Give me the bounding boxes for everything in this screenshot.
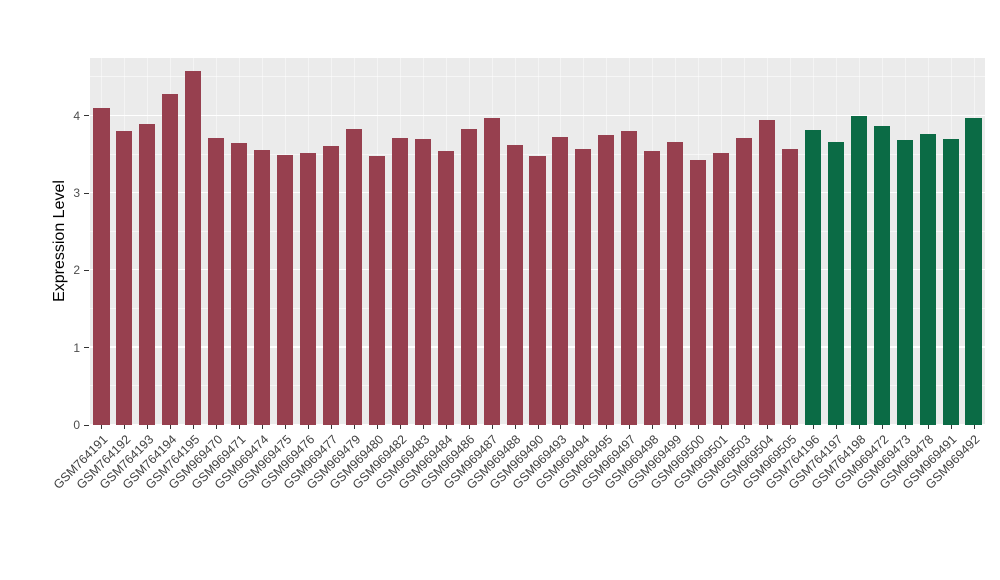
x-tick-mark [193,425,195,429]
gridline-minor [90,153,985,155]
bar-GSM969484 [437,150,454,425]
x-tick-mark [216,425,218,429]
bar-GSM764197 [827,142,844,425]
bar-GSM969495 [598,135,615,425]
bar-GSM764193 [139,123,156,425]
y-tick-label: 4 [73,108,80,123]
y-tick-label: 1 [73,340,80,355]
bar-GSM969475 [277,154,294,425]
x-tick-mark [101,425,103,429]
bar-GSM969487 [483,117,500,425]
bar-GSM969483 [414,139,431,425]
bar-GSM969479 [345,129,362,425]
x-tick-mark [491,425,493,429]
x-tick-mark [445,425,447,429]
x-tick-mark [881,425,883,429]
gridline-major [90,114,985,116]
bar-GSM969477 [322,146,339,425]
x-tick-mark [583,425,585,429]
x-tick-mark [514,425,516,429]
bar-GSM764194 [162,94,179,425]
y-tick-mark [84,269,89,271]
x-tick-mark [675,425,677,429]
y-tick-label: 0 [73,418,80,432]
x-tick-mark [399,425,401,429]
x-tick-mark [950,425,952,429]
x-tick-mark [262,425,264,429]
bar-GSM969493 [552,136,569,425]
x-tick-mark [537,425,539,429]
y-tick-mark [84,347,89,349]
x-tick-mark [376,425,378,429]
x-tick-mark [124,425,126,429]
bar-GSM764196 [804,129,821,425]
x-tick-mark [973,425,975,429]
x-tick-mark [422,425,424,429]
x-tick-mark [904,425,906,429]
bar-GSM969505 [781,149,798,425]
y-tick-mark [84,424,89,426]
bar-GSM969491 [942,139,959,425]
bar-GSM969498 [644,150,661,425]
x-tick-mark [170,425,172,429]
bar-GSM969494 [575,149,592,425]
y-tick-label: 2 [73,263,80,278]
x-tick-mark [560,425,562,429]
bars-layer [90,58,985,425]
chart-panel [90,58,985,425]
bar-GSM969492 [965,117,982,425]
x-tick-mark [652,425,654,429]
x-tick-mark [239,425,241,429]
x-tick-mark [698,425,700,429]
x-tick-mark [353,425,355,429]
y-tick-mark [84,115,89,117]
bar-GSM764191 [93,108,110,425]
x-tick-mark [858,425,860,429]
bar-GSM969503 [736,137,753,425]
bar-GSM969504 [758,119,776,425]
x-tick-mark [330,425,332,429]
bar-GSM969490 [529,156,546,425]
gridline-minor [90,76,985,78]
x-tick-mark [766,425,768,429]
bar-GSM764192 [116,131,133,425]
bar-GSM969500 [690,160,707,425]
x-tick-mark [147,425,149,429]
bar-GSM969476 [299,153,317,425]
y-tick-label: 3 [73,186,80,201]
x-tick-mark [285,425,287,429]
bar-GSM969471 [231,143,248,425]
y-tick-mark [84,192,89,194]
bar-GSM969480 [368,156,385,425]
bar-GSM969470 [208,137,225,425]
x-tick-mark [927,425,929,429]
bar-GSM969499 [667,142,684,425]
bar-GSM969488 [506,145,523,425]
x-tick-mark [606,425,608,429]
bar-GSM764195 [185,71,202,425]
bar-GSM969482 [391,137,408,425]
bar-GSM969474 [254,149,271,425]
bar-GSM764198 [850,115,867,425]
bar-GSM969497 [621,131,638,425]
x-tick-mark [721,425,723,429]
x-tick-mark [629,425,631,429]
x-tick-mark [468,425,470,429]
x-tick-mark [835,425,837,429]
bar-GSM969473 [896,139,913,425]
x-tick-mark [812,425,814,429]
bar-GSM969472 [873,126,890,425]
x-tick-mark [744,425,746,429]
bar-GSM969478 [919,133,936,425]
bar-GSM969486 [460,129,477,425]
bar-GSM969501 [713,153,730,425]
x-tick-mark [308,425,309,429]
x-tick-mark [789,425,791,429]
